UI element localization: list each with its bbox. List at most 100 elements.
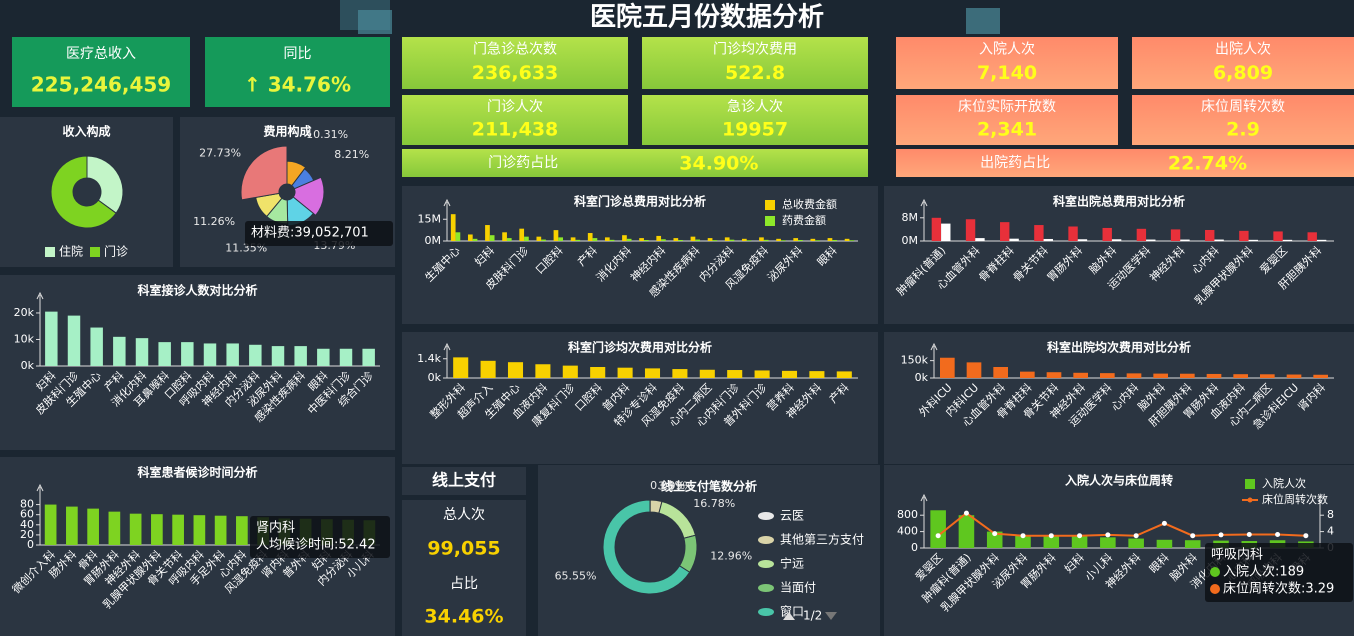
bar — [727, 370, 743, 378]
bar — [746, 240, 752, 241]
bar — [193, 515, 206, 545]
axis-arrow — [36, 291, 44, 300]
kpi-box — [402, 37, 628, 89]
line-point — [1275, 532, 1281, 538]
bar — [575, 239, 581, 241]
bar — [1170, 229, 1181, 241]
page-title: 医院五月份数据分析 — [590, 2, 824, 33]
line-point — [1303, 533, 1309, 539]
bar — [1009, 238, 1019, 241]
bar — [172, 514, 184, 545]
legend-label: 窗口 — [780, 605, 804, 619]
chart-title: 收入构成 — [62, 124, 110, 139]
bar — [1000, 222, 1010, 241]
bar — [249, 344, 262, 366]
y-tick-label: 15M — [418, 212, 442, 225]
legend-label: 门诊 — [104, 244, 128, 259]
chart-title: 线上支付笔数分析 — [661, 479, 757, 494]
pager-prev[interactable] — [783, 612, 795, 620]
legend-swatch — [45, 247, 55, 257]
chart-title: 科室接诊人数对比分析 — [137, 283, 257, 298]
tooltip-text: 人均候诊时间:52.42 — [256, 538, 376, 553]
bar — [450, 214, 456, 241]
bar — [931, 217, 942, 241]
bar — [453, 357, 469, 378]
bar — [108, 511, 121, 545]
slice-label: 0.08% — [650, 479, 685, 492]
bar — [541, 239, 546, 241]
bar — [1102, 227, 1112, 241]
legend-swatch — [758, 608, 774, 616]
tooltip — [1205, 543, 1353, 602]
stat-value: 34.46% — [424, 606, 503, 628]
bar — [763, 239, 769, 241]
kpi-label: 入院人次 — [979, 41, 1035, 57]
bar — [1282, 239, 1293, 241]
panel-title: 线上支付 — [432, 471, 496, 490]
panel — [402, 186, 878, 324]
kpi-box — [896, 149, 1354, 177]
chart-title: 科室门诊均次费用对比分析 — [568, 340, 712, 355]
y-tick-label: 0 — [911, 541, 918, 554]
bar — [827, 238, 833, 241]
bar — [1100, 373, 1115, 378]
decoration — [966, 8, 1000, 34]
slice-label: 8.21% — [334, 148, 369, 161]
kpi-label: 出院药占比 — [980, 155, 1050, 171]
legend-swatch — [1245, 479, 1255, 489]
y-tick-label: 0k — [21, 359, 35, 372]
bar — [472, 238, 478, 241]
tooltip-text: 呼吸内科 — [1211, 547, 1263, 563]
bar — [553, 230, 559, 241]
bar — [793, 238, 799, 241]
bar — [87, 508, 99, 545]
panel — [0, 117, 173, 267]
y2-tick-label: 8 — [1327, 508, 1334, 521]
bar — [67, 315, 81, 366]
slice-label: 65.55% — [555, 569, 597, 582]
pager-next[interactable] — [825, 612, 837, 620]
bar — [1128, 538, 1144, 548]
bar — [226, 343, 239, 366]
kpi-label: 同比 — [284, 46, 312, 62]
tooltip — [245, 221, 393, 246]
bar — [44, 504, 57, 545]
bar — [1313, 374, 1328, 378]
bar — [362, 348, 375, 366]
line-point — [1020, 533, 1026, 539]
bar — [562, 365, 578, 378]
line-point — [1246, 531, 1252, 537]
y2-tick-label: 4 — [1327, 525, 1334, 538]
bar — [780, 240, 786, 241]
legend-label: 云医 — [780, 509, 804, 523]
kpi-value: 522.8 — [725, 62, 785, 84]
bar — [317, 348, 330, 366]
panel — [402, 332, 878, 464]
y-tick-label: 0 — [27, 538, 34, 551]
bar — [592, 238, 598, 241]
line — [937, 511, 1306, 537]
line-point — [1190, 533, 1196, 539]
kpi-box — [1132, 37, 1354, 89]
bar — [1153, 373, 1168, 378]
stat-label: 总人次 — [443, 507, 485, 523]
kpi-value: 2.9 — [1226, 119, 1260, 141]
bar — [832, 239, 838, 241]
bar — [810, 238, 816, 241]
bar — [1180, 239, 1190, 241]
chart-title: 科室门诊总费用对比分析 — [574, 194, 706, 209]
bar — [643, 239, 649, 241]
bar — [940, 357, 955, 378]
bar — [519, 228, 525, 241]
slice-label: 12.96% — [710, 550, 752, 563]
line-point — [1161, 520, 1167, 526]
bar — [1248, 239, 1258, 241]
y-tick-label: 0M — [425, 234, 442, 247]
bar — [1307, 232, 1317, 241]
axis-arrow — [443, 342, 451, 351]
slice-label: 3.99% — [658, 480, 693, 493]
y-tick-label: 8M — [902, 211, 919, 224]
kpi-value: 2,341 — [977, 119, 1037, 141]
panel — [884, 332, 1354, 464]
